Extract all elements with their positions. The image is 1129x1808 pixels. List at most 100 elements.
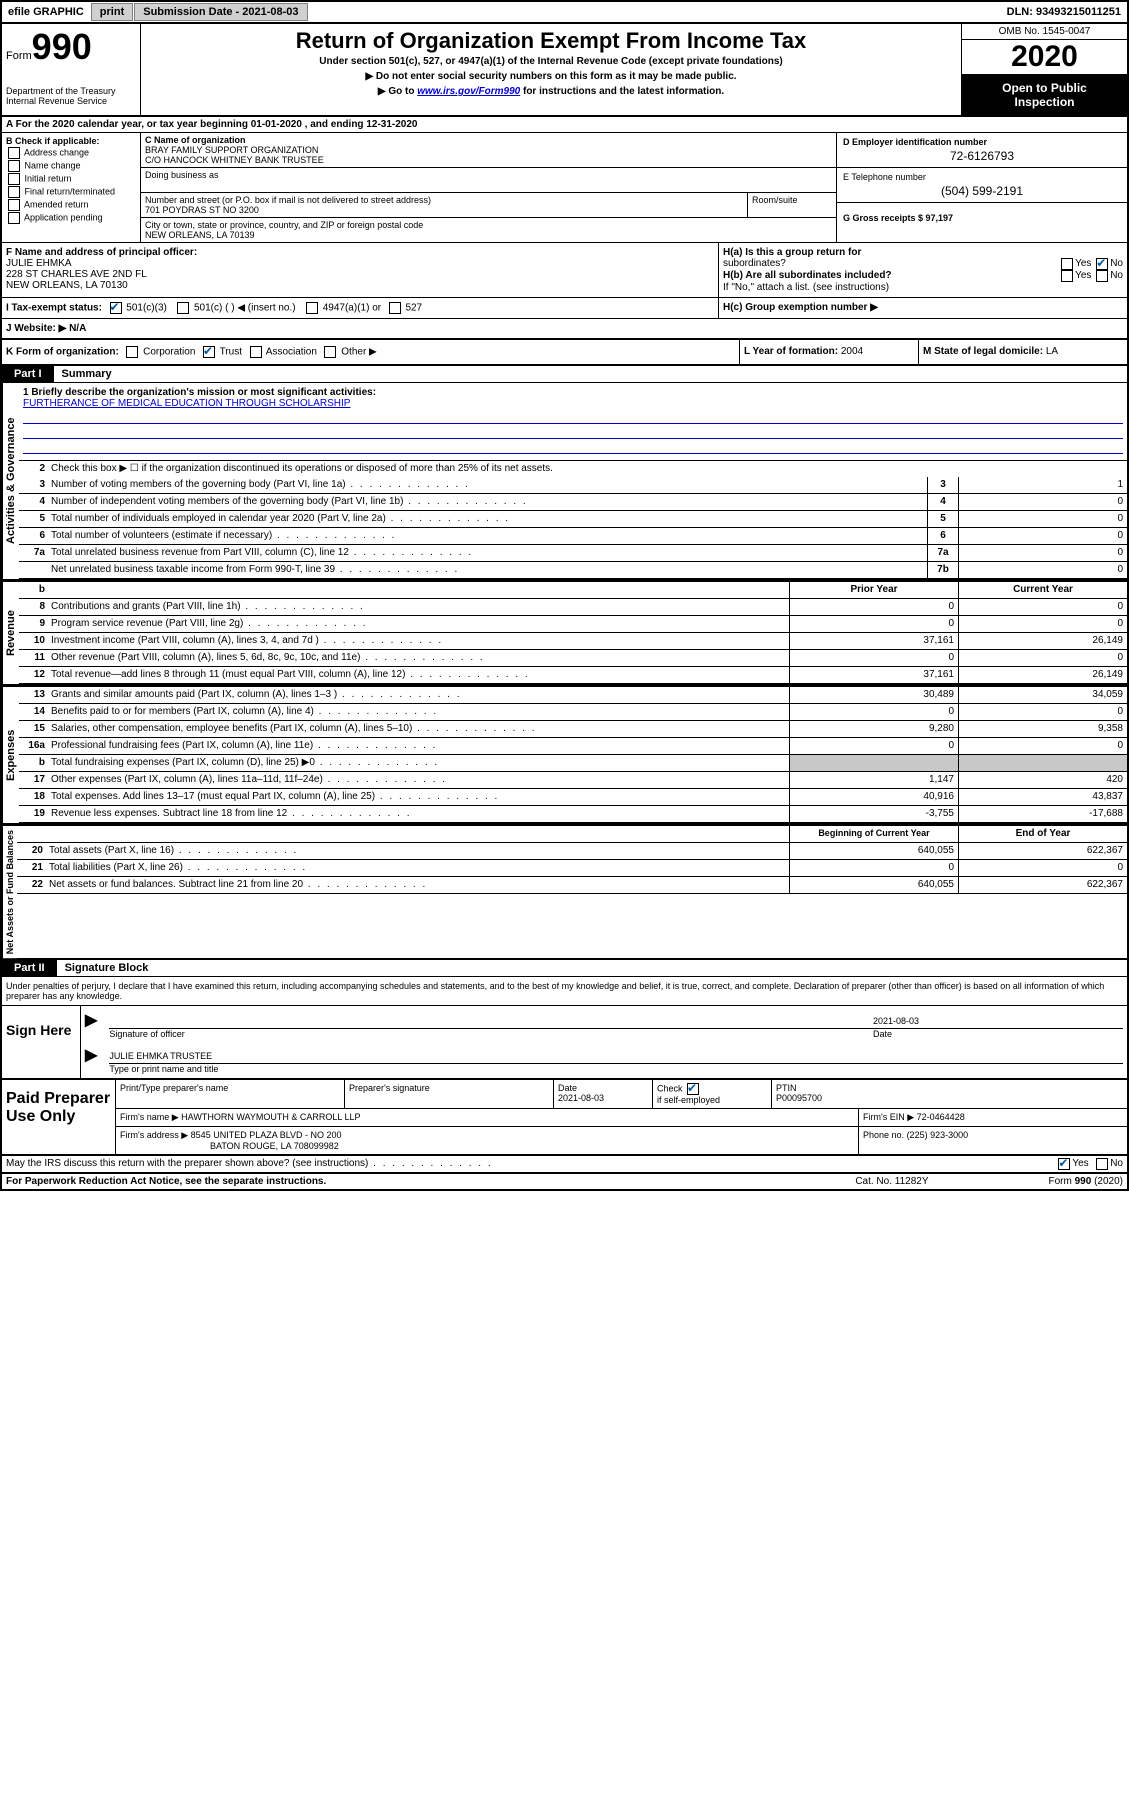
check-application-pending[interactable]: Application pending	[6, 212, 136, 224]
prep-sig-label: Preparer's signature	[344, 1080, 553, 1108]
row-num: 15	[19, 721, 47, 737]
website-label: J Website: ▶ N/A	[6, 323, 86, 334]
h-a-label: H(a) Is this a group return for	[723, 247, 861, 258]
current-val: 26,149	[958, 667, 1127, 683]
summary-row: 12 Total revenue—add lines 8 through 11 …	[19, 667, 1127, 684]
check-4947[interactable]	[306, 302, 318, 314]
row-val: 0	[958, 511, 1127, 527]
row-desc: Professional fundraising fees (Part IX, …	[47, 738, 789, 754]
header-left: Form990 Department of the Treasury Inter…	[2, 24, 141, 115]
check-initial-return[interactable]: Initial return	[6, 173, 136, 185]
row-desc: Total unrelated business revenue from Pa…	[47, 545, 927, 561]
open-line-2: Inspection	[1014, 95, 1074, 109]
print-button[interactable]: print	[91, 3, 133, 21]
row-num: 11	[19, 650, 47, 666]
hb-yes-check[interactable]	[1061, 270, 1073, 282]
discuss-yes-check[interactable]	[1058, 1158, 1070, 1170]
discuss-row: May the IRS discuss this return with the…	[2, 1156, 1127, 1174]
firm-addr-1: 8545 UNITED PLAZA BLVD - NO 200	[191, 1130, 342, 1140]
arrow-icon-2: ▶	[85, 1045, 97, 1074]
l-label: L Year of formation:	[744, 346, 841, 357]
check-527[interactable]	[389, 302, 401, 314]
row-desc: Other revenue (Part VIII, column (A), li…	[47, 650, 789, 666]
row-desc: Total number of individuals employed in …	[47, 511, 927, 527]
check-amended[interactable]: Amended return	[6, 199, 136, 211]
side-label-rev: Revenue	[2, 582, 19, 684]
ha-no-check[interactable]	[1096, 258, 1108, 270]
row-val: 0	[958, 528, 1127, 544]
line-b-desc	[47, 582, 789, 598]
form990-link[interactable]: www.irs.gov/Form990	[417, 86, 520, 97]
summary-row: 16a Professional fundraising fees (Part …	[19, 738, 1127, 755]
check-address-change[interactable]: Address change	[6, 147, 136, 159]
row-desc: Revenue less expenses. Subtract line 18 …	[47, 806, 789, 822]
self-employed-check[interactable]	[687, 1083, 699, 1095]
prep-name-label: Print/Type preparer's name	[115, 1080, 344, 1108]
ha-yes-check[interactable]	[1061, 258, 1073, 270]
hb-no-check[interactable]	[1096, 270, 1108, 282]
sig-officer-label: Signature of officer	[109, 1029, 873, 1039]
row-num: 17	[19, 772, 47, 788]
section-k: K Form of organization: Corporation Trus…	[2, 340, 739, 364]
row-box: 7b	[927, 562, 958, 578]
current-val: 0	[958, 599, 1127, 615]
row-desc: Program service revenue (Part VIII, line…	[47, 616, 789, 632]
col-d: D Employer identification number 72-6126…	[837, 133, 1127, 242]
paperwork-label: For Paperwork Reduction Act Notice, see …	[6, 1176, 326, 1187]
street-label: Number and street (or P.O. box if mail i…	[145, 195, 743, 205]
self-employed-label: if self-employed	[657, 1095, 720, 1105]
row-num: 9	[19, 616, 47, 632]
form-title: Return of Organization Exempt From Incom…	[145, 28, 957, 54]
net-section: Net Assets or Fund Balances Beginning of…	[2, 824, 1127, 960]
firm-ein-label: Firm's EIN ▶	[863, 1112, 914, 1122]
k-trust-check[interactable]	[203, 346, 215, 358]
row-num: 8	[19, 599, 47, 615]
row-num: 4	[19, 494, 47, 510]
summary-row: 17 Other expenses (Part IX, column (A), …	[19, 772, 1127, 789]
firm-addr-label: Firm's address ▶	[120, 1130, 188, 1140]
line1-label: 1 Briefly describe the organization's mi…	[23, 387, 376, 398]
current-val	[958, 755, 1127, 771]
part-2-header: Part II Signature Block	[2, 960, 1127, 977]
instruction-1: ▶ Do not enter social security numbers o…	[145, 71, 957, 82]
row-box: 3	[927, 477, 958, 493]
side-label-gov: Activities & Governance	[2, 383, 19, 579]
check-name-change[interactable]: Name change	[6, 160, 136, 172]
side-label-net: Net Assets or Fund Balances	[2, 826, 17, 958]
k-corp-check[interactable]	[126, 346, 138, 358]
check-501c[interactable]	[177, 302, 189, 314]
rev-section: Revenue b Prior Year Current Year 8 Cont…	[2, 580, 1127, 685]
form-ref: Form 990 (2020)	[1049, 1176, 1123, 1187]
k-other-check[interactable]	[324, 346, 336, 358]
form-header: Form990 Department of the Treasury Inter…	[2, 24, 1127, 117]
tel-label: E Telephone number	[843, 172, 926, 182]
prep-date-val: 2021-08-03	[558, 1093, 604, 1103]
prior-val: 0	[789, 738, 958, 754]
section-a: A For the 2020 calendar year, or tax yea…	[2, 117, 1127, 133]
part-1-header: Part I Summary	[2, 366, 1127, 383]
row-num: 18	[19, 789, 47, 805]
check-501c3[interactable]	[110, 302, 122, 314]
prior-val: -3,755	[789, 806, 958, 822]
phone-label: Phone no.	[863, 1130, 904, 1140]
discuss-no-check[interactable]	[1096, 1158, 1108, 1170]
section-h: H(a) Is this a group return for subordin…	[719, 243, 1127, 297]
k-assoc-check[interactable]	[250, 346, 262, 358]
summary-row: b Total fundraising expenses (Part IX, c…	[19, 755, 1127, 772]
firm-name-label: Firm's name ▶	[120, 1112, 179, 1122]
check-final-return[interactable]: Final return/terminated	[6, 186, 136, 198]
irs-label: Internal Revenue Service	[6, 96, 136, 106]
prep-date-label: Date	[558, 1083, 577, 1093]
summary-row: 20 Total assets (Part X, line 16) 640,05…	[17, 843, 1127, 860]
top-bar: efile GRAPHIC print Submission Date - 20…	[2, 2, 1127, 24]
ptin-val: P00095700	[776, 1093, 822, 1103]
side-label-exp: Expenses	[2, 687, 19, 823]
summary-row: Net unrelated business taxable income fr…	[19, 562, 1127, 579]
firm-addr-2: BATON ROUGE, LA 708099982	[210, 1141, 339, 1151]
city-label: City or town, state or province, country…	[145, 220, 832, 230]
street-val: 701 POYDRAS ST NO 3200	[145, 205, 743, 215]
summary-row: 7a Total unrelated business revenue from…	[19, 545, 1127, 562]
row-desc: Total number of volunteers (estimate if …	[47, 528, 927, 544]
arrow2-pre: ▶ Go to	[378, 86, 417, 97]
instruction-2: ▶ Go to www.irs.gov/Form990 for instruct…	[145, 86, 957, 97]
